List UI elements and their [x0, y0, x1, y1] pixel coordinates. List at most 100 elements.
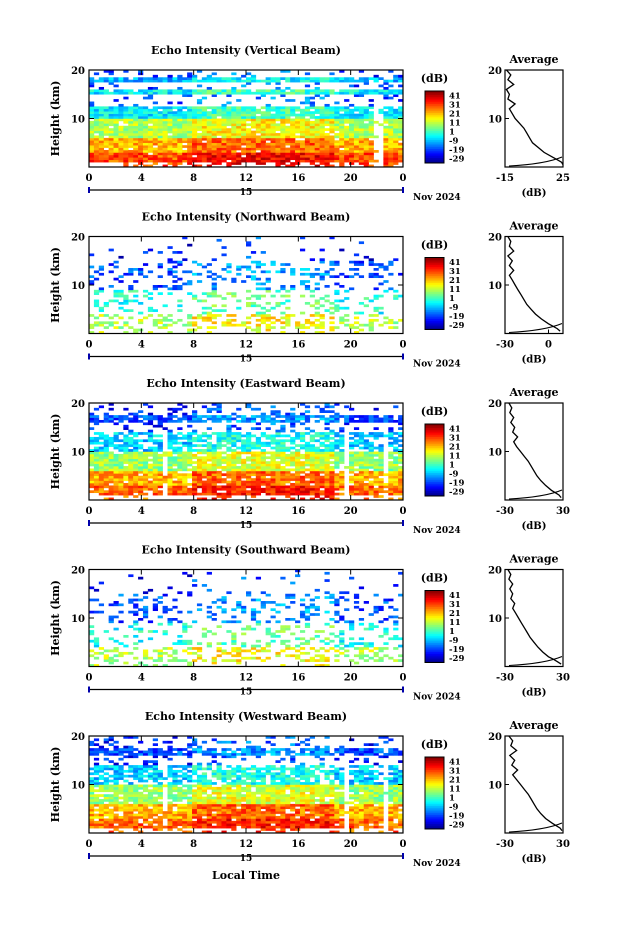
heatmap-cell	[142, 130, 149, 134]
colorbar-swatch	[425, 443, 444, 446]
heatmap-cell	[241, 458, 247, 462]
heatmap-cell	[290, 123, 296, 127]
heatmap-cell	[241, 137, 247, 141]
heatmap-cell	[192, 485, 198, 489]
heatmap-cell	[118, 456, 124, 460]
heatmap-cell	[246, 82, 252, 85]
heatmap-cell	[339, 79, 345, 83]
heatmap-cell	[196, 647, 203, 650]
heatmap-cell	[265, 147, 271, 151]
heatmap-cell	[309, 304, 315, 308]
x-tick-label: 0	[86, 340, 93, 351]
heatmap-cell	[398, 133, 404, 136]
heatmap-cell	[309, 456, 315, 460]
colorbar-tick-label: 41	[449, 591, 461, 601]
heatmap-cell	[319, 91, 325, 95]
heatmap-cell	[133, 446, 139, 450]
heatmap-cell	[265, 492, 271, 496]
heatmap-cell	[103, 125, 109, 129]
heatmap-cell	[113, 89, 119, 93]
heatmap-cell	[123, 461, 129, 464]
heatmap-cell	[295, 463, 301, 467]
heatmap-cell	[98, 463, 105, 467]
heatmap-cell	[177, 113, 183, 117]
heatmap-cell	[280, 159, 286, 163]
heatmap-cell	[329, 593, 335, 597]
heatmap-cell	[128, 133, 134, 136]
heatmap-cell	[103, 466, 109, 469]
heatmap-cell	[250, 627, 257, 631]
heatmap-cell	[147, 436, 154, 440]
heatmap-cell	[216, 434, 222, 438]
heatmap-cell	[211, 446, 217, 450]
heatmap-cell	[309, 637, 315, 641]
heatmap-cell	[260, 306, 266, 310]
heatmap-cell	[299, 248, 306, 252]
heatmap-cell	[299, 422, 306, 426]
heatmap-cell	[231, 412, 237, 416]
heatmap-cell	[290, 162, 296, 165]
heatmap-cell	[93, 637, 100, 641]
heatmap-cell	[182, 649, 188, 653]
heatmap-cell	[353, 123, 360, 127]
heatmap-cell	[177, 123, 183, 127]
heatmap-cell	[265, 301, 271, 305]
heatmap-cell	[353, 154, 360, 158]
heatmap-cell	[353, 118, 360, 122]
heatmap-cell	[383, 106, 389, 110]
heatmap-cell	[162, 154, 168, 158]
heatmap-cell	[147, 140, 154, 144]
heatmap-cell	[123, 449, 129, 452]
heatmap-cell	[270, 475, 276, 479]
heatmap-cell	[201, 116, 208, 119]
heatmap-cell	[280, 446, 286, 450]
heatmap-cell	[334, 415, 340, 418]
heatmap-cell	[113, 458, 119, 462]
heatmap-cell	[285, 470, 291, 474]
heatmap-cell	[142, 468, 149, 472]
heatmap-cell	[388, 434, 394, 438]
heatmap-cell	[290, 458, 296, 462]
heatmap-cell	[353, 268, 360, 271]
heatmap-cell	[147, 91, 154, 95]
date-marker: 15	[240, 355, 253, 365]
heatmap-cell	[231, 294, 237, 298]
heatmap-cell	[241, 644, 247, 648]
heatmap-cell	[344, 417, 350, 421]
heatmap-cell	[172, 91, 178, 95]
heatmap-cell	[123, 468, 129, 472]
heatmap-cell	[334, 492, 340, 496]
heatmap-cell	[363, 419, 369, 423]
x-tick-label: 0	[400, 173, 407, 184]
heatmap-cell	[211, 656, 217, 660]
heatmap-cell	[216, 238, 222, 242]
heatmap-cell	[334, 304, 340, 308]
heatmap-cell	[147, 417, 154, 421]
heatmap-cell	[358, 466, 365, 469]
heatmap-cell	[295, 458, 301, 462]
heatmap-cell	[152, 487, 158, 491]
heatmap-cell	[280, 321, 286, 325]
heatmap-cell	[295, 135, 301, 139]
heatmap-cell	[142, 456, 149, 460]
heatmap-cell	[196, 434, 203, 438]
heatmap-cell	[265, 415, 271, 418]
heatmap-cell	[167, 268, 173, 271]
heatmap-cell	[349, 113, 355, 117]
heatmap-cell	[280, 478, 286, 481]
heatmap-cell	[231, 466, 237, 469]
heatmap-cell	[89, 818, 95, 822]
heatmap-cell	[339, 321, 345, 325]
heatmap-cell	[388, 91, 394, 95]
heatmap-cell	[378, 483, 384, 486]
heatmap-cell	[378, 311, 384, 315]
heatmap-cell	[383, 630, 389, 633]
heatmap-cell	[324, 659, 330, 662]
heatmap-cell	[172, 123, 178, 127]
heatmap-cell	[344, 111, 350, 114]
colorbar-swatch	[425, 615, 444, 618]
heatmap-cell	[314, 82, 320, 85]
heatmap-cell	[187, 108, 193, 112]
heatmap-cell	[103, 91, 109, 95]
heatmap-cell	[344, 147, 350, 151]
